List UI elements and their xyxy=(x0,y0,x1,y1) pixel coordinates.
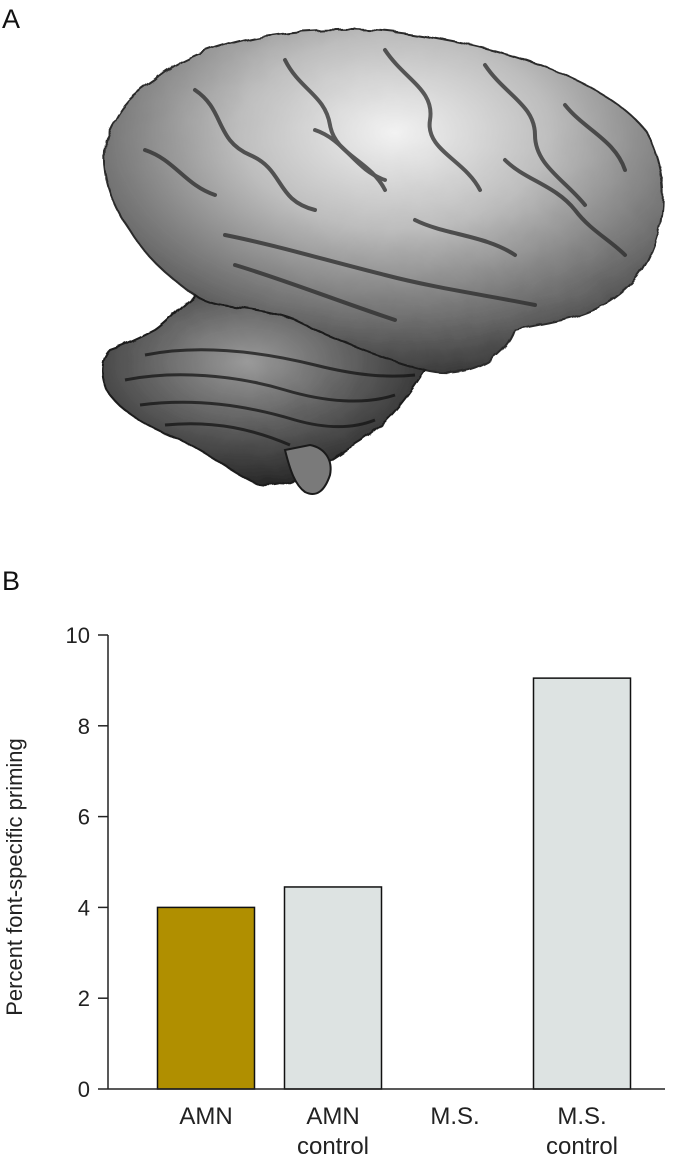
x-category-label: M.S. xyxy=(557,1103,606,1130)
x-category-label: AMN xyxy=(306,1103,359,1130)
brain-cerebellum xyxy=(101,293,427,495)
x-category-label: AMN xyxy=(179,1103,232,1130)
panel-b-label: B xyxy=(2,566,21,596)
y-tick-label: 0 xyxy=(78,1077,90,1102)
bars xyxy=(156,677,632,1090)
y-tick-label: 4 xyxy=(78,895,90,920)
y-tick-label: 10 xyxy=(66,623,90,648)
y-tick-label: 2 xyxy=(78,986,90,1011)
x-category-label: control xyxy=(546,1133,618,1160)
brain-image xyxy=(101,28,664,495)
bar-ms-control xyxy=(532,677,632,1090)
bar-amn xyxy=(156,906,256,1090)
y-axis-label: Percent font-specific priming xyxy=(2,738,27,1016)
brain-cerebrum xyxy=(103,28,664,374)
brain-sulci xyxy=(143,48,627,322)
bar-chart: 0 2 4 6 8 10 AMN AMN control M.S. M.S. control Per… xyxy=(2,623,665,1160)
x-axis: AMN AMN control M.S. M.S. control xyxy=(108,1088,665,1160)
y-tick-label: 6 xyxy=(78,805,90,830)
cerebellum-folia xyxy=(124,348,416,447)
bar-amn-control xyxy=(283,886,383,1090)
panel-a-label: A xyxy=(2,4,21,34)
x-category-label: control xyxy=(297,1133,369,1160)
y-axis: 0 2 4 6 8 10 xyxy=(66,623,109,1102)
y-tick-label: 8 xyxy=(78,714,90,739)
x-category-label: M.S. xyxy=(430,1103,479,1130)
